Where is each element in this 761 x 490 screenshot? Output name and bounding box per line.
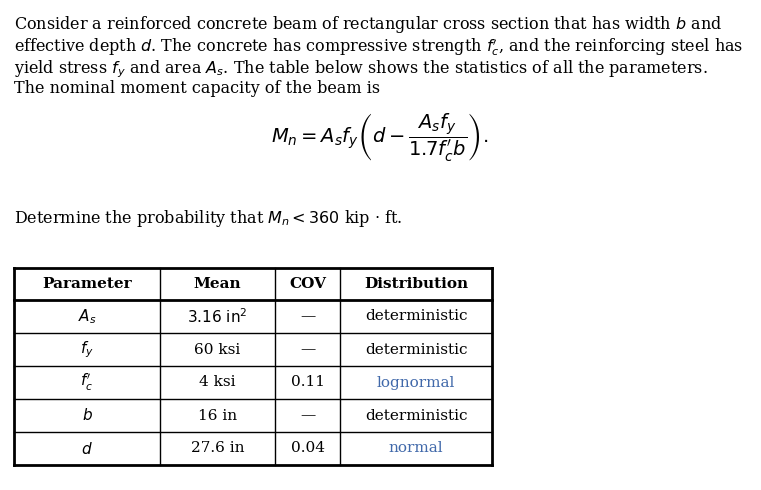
Text: Determine the probability that $M_n < 360$ kip $\cdot$ ft.: Determine the probability that $M_n < 36…: [14, 208, 403, 229]
Text: 4 ksi: 4 ksi: [199, 375, 236, 390]
Text: $M_n = A_s f_y \left( d - \dfrac{A_s f_y}{1.7 f_c^{\prime} b} \right).$: $M_n = A_s f_y \left( d - \dfrac{A_s f_y…: [272, 112, 489, 164]
Text: effective depth $\mathit{d}$. The concrete has compressive strength $f_c^{\prime: effective depth $\mathit{d}$. The concre…: [14, 36, 743, 58]
Text: 0.11: 0.11: [291, 375, 324, 390]
Text: deterministic: deterministic: [365, 409, 467, 422]
Text: Parameter: Parameter: [42, 277, 132, 291]
Text: yield stress $f_y$ and area $A_s$. The table below shows the statistics of all t: yield stress $f_y$ and area $A_s$. The t…: [14, 58, 708, 79]
Text: Consider a reinforced concrete beam of rectangular cross section that has width : Consider a reinforced concrete beam of r…: [14, 14, 722, 35]
Text: 27.6 in: 27.6 in: [191, 441, 244, 456]
Text: $f_y$: $f_y$: [80, 339, 94, 360]
Text: 60 ksi: 60 ksi: [194, 343, 240, 357]
Text: 0.04: 0.04: [291, 441, 324, 456]
Text: deterministic: deterministic: [365, 343, 467, 357]
Text: deterministic: deterministic: [365, 310, 467, 323]
Text: 16 in: 16 in: [198, 409, 237, 422]
Text: Distribution: Distribution: [364, 277, 468, 291]
Text: $3.16\ \mathrm{in}^2$: $3.16\ \mathrm{in}^2$: [187, 307, 248, 326]
Text: $d$: $d$: [81, 441, 93, 457]
Text: Mean: Mean: [194, 277, 241, 291]
Text: $A_s$: $A_s$: [78, 307, 97, 326]
Text: The nominal moment capacity of the beam is: The nominal moment capacity of the beam …: [14, 80, 380, 97]
Text: COV: COV: [289, 277, 326, 291]
Text: —: —: [300, 409, 315, 422]
Text: —: —: [300, 343, 315, 357]
Text: $f_c^{\prime}$: $f_c^{\prime}$: [81, 372, 94, 393]
Text: lognormal: lognormal: [377, 375, 455, 390]
Text: $b$: $b$: [81, 408, 93, 423]
Text: —: —: [300, 310, 315, 323]
Text: normal: normal: [389, 441, 444, 456]
